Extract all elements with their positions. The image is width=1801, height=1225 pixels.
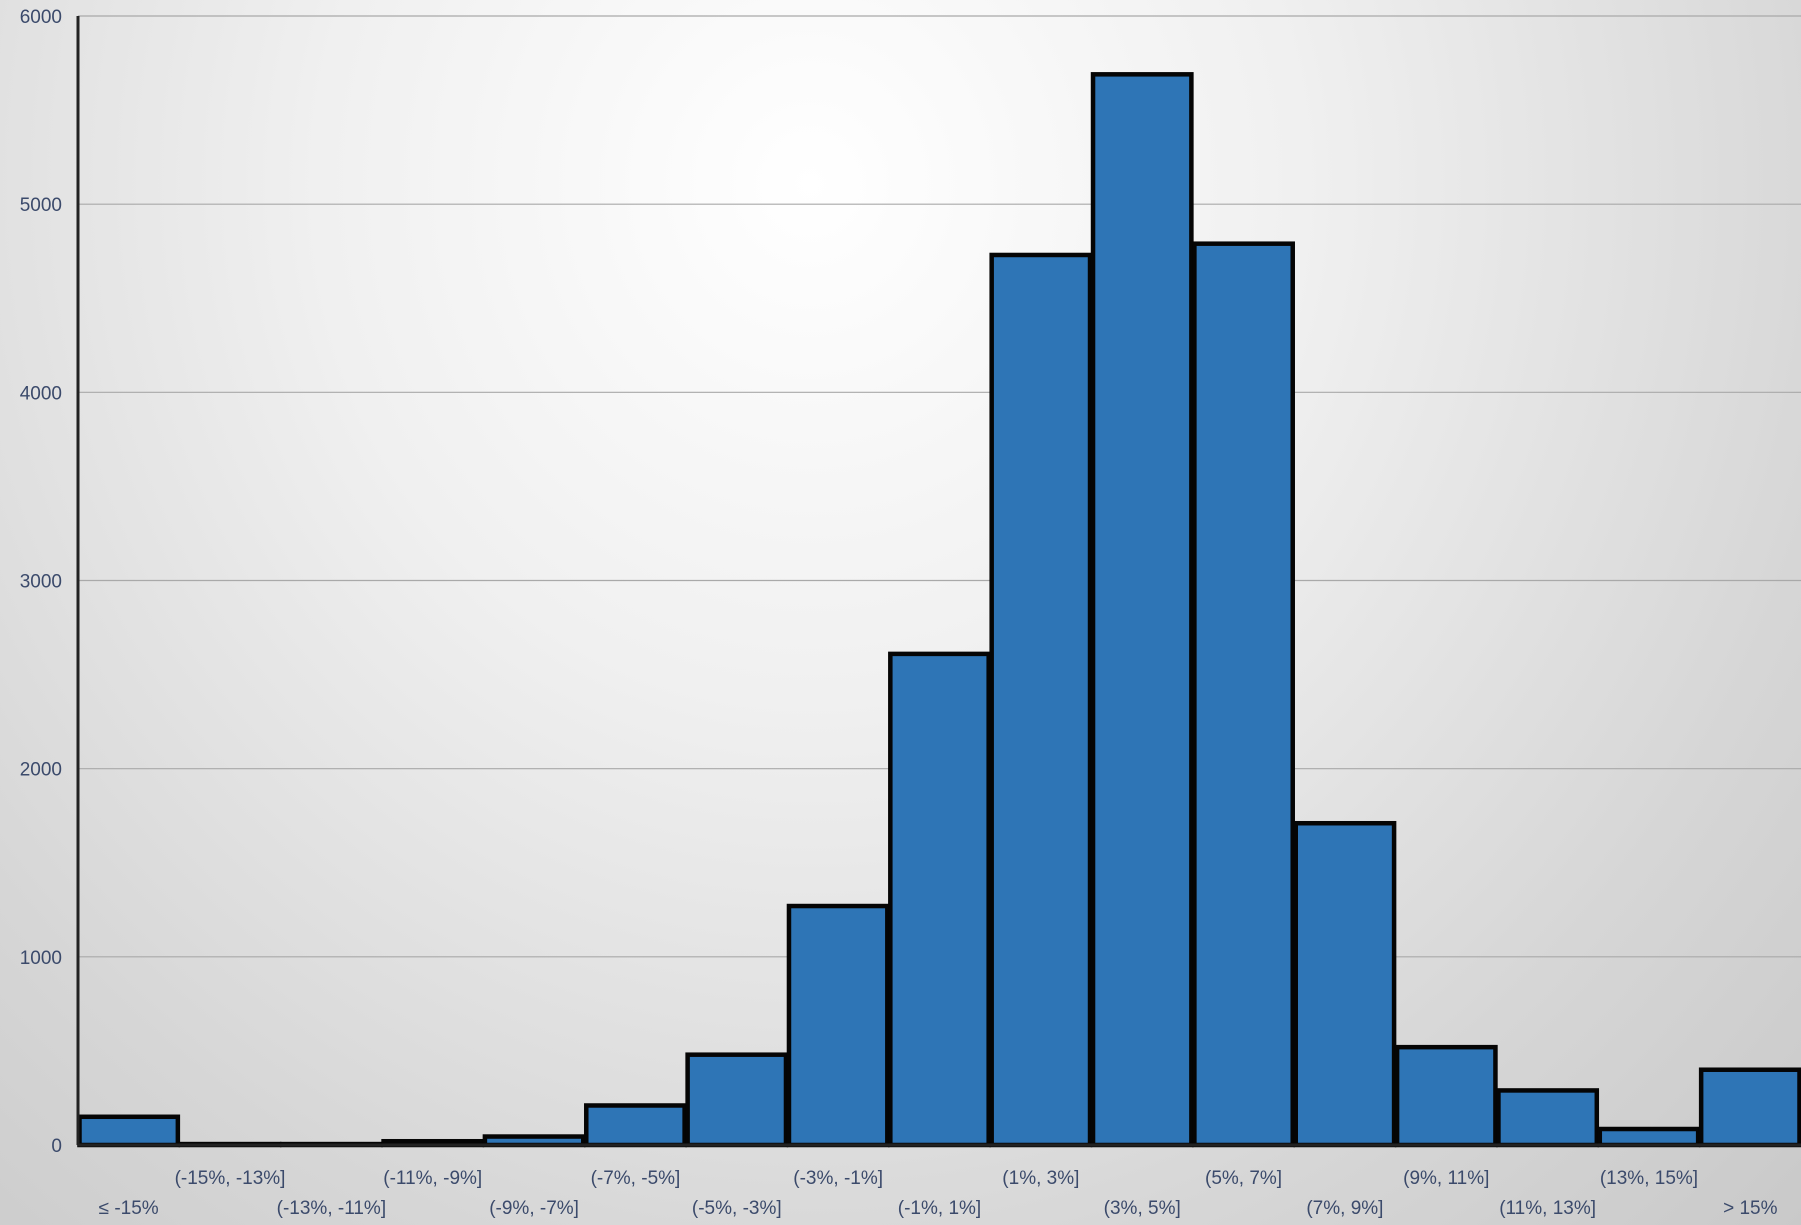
x-tick-label: (1%, 3%] [1002, 1168, 1079, 1189]
histogram-bar [1192, 241, 1295, 1148]
x-tick-label: (13%, 15%] [1600, 1168, 1698, 1189]
histogram-bar [584, 1103, 687, 1148]
x-tick-label: (-11%, -9%] [383, 1168, 482, 1189]
y-tick-label: 1000 [20, 948, 62, 969]
histogram-bar [1496, 1088, 1600, 1148]
x-tick-label: (3%, 5%] [1104, 1198, 1181, 1219]
histogram-bar [1698, 1067, 1801, 1148]
x-tick-label: (-7%, -5%] [591, 1168, 681, 1189]
x-tick-label: (-13%, -11%] [277, 1198, 386, 1219]
histogram-bar [989, 252, 1093, 1148]
histogram-bar [1293, 820, 1397, 1148]
y-tick-label: 6000 [20, 7, 62, 28]
histogram-bar [888, 651, 991, 1148]
y-tick-label: 0 [51, 1136, 62, 1157]
histogram-bar [685, 1052, 789, 1148]
bars [77, 72, 1801, 1148]
x-tick-label: (-15%, -13%] [175, 1168, 286, 1189]
histogram-bar [1394, 1044, 1498, 1148]
gridlines [78, 15, 1801, 958]
x-tick-label: (-5%, -3%] [692, 1198, 782, 1219]
x-tick-label: (11%, 13%] [1499, 1198, 1596, 1219]
x-tick-labels: ≤ -15% (-15%, -13%] (-13%, -11%] (-11%, -9%… [99, 1168, 1778, 1219]
histogram-bar [786, 903, 890, 1148]
y-tick-label: 4000 [20, 383, 62, 404]
histogram-bar [1090, 72, 1194, 1148]
x-tick-label: > 15% [1723, 1198, 1778, 1219]
x-tick-label: ≤ -15% [99, 1198, 159, 1219]
x-tick-label: (5%, 7%] [1205, 1168, 1282, 1189]
y-tick-label: 3000 [20, 572, 62, 593]
y-tick-label: 5000 [20, 195, 62, 216]
x-tick-label: (-9%, -7%] [489, 1198, 579, 1219]
y-tick-labels: 0 1000 2000 3000 4000 5000 6000 [20, 7, 62, 1157]
histogram-bar [1597, 1126, 1701, 1148]
x-tick-label: (7%, 9%] [1306, 1198, 1383, 1219]
x-tick-label: (9%, 11%] [1403, 1168, 1489, 1189]
x-tick-label: (-1%, 1%] [898, 1198, 981, 1219]
x-tick-label: (-3%, -1%] [793, 1168, 883, 1189]
y-tick-label: 2000 [20, 760, 62, 781]
histogram-bar [77, 1114, 181, 1148]
